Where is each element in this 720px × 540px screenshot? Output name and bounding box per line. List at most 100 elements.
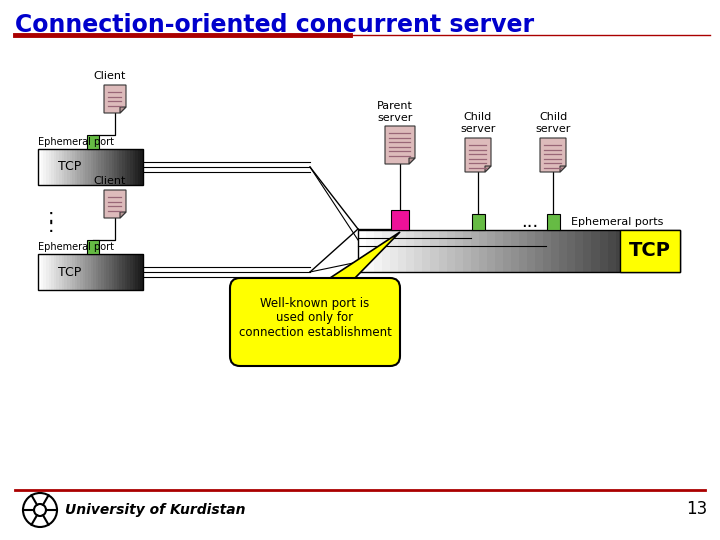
Bar [38, 149, 41, 185]
Bar [640, 230, 648, 272]
Bar [99, 254, 102, 290]
Bar [72, 254, 76, 290]
Bar [107, 254, 109, 290]
Text: Ephemeral port: Ephemeral port [38, 137, 114, 147]
Bar [130, 254, 133, 290]
Bar [567, 230, 576, 272]
Polygon shape [104, 190, 126, 218]
Bar [93, 149, 96, 185]
Text: TCP: TCP [629, 241, 671, 260]
Text: Client: Client [93, 176, 125, 186]
Bar [59, 254, 62, 290]
Bar [135, 254, 138, 290]
Bar [620, 230, 680, 272]
Bar [672, 230, 680, 272]
Bar [358, 230, 680, 272]
Bar [117, 254, 120, 290]
Bar [101, 149, 104, 185]
Bar [64, 254, 68, 290]
Bar [120, 254, 122, 290]
Bar [591, 230, 600, 272]
Polygon shape [409, 158, 415, 164]
Bar [99, 149, 102, 185]
Polygon shape [485, 166, 491, 172]
Bar [70, 149, 73, 185]
Bar [390, 230, 399, 272]
Bar [56, 254, 60, 290]
Bar [40, 254, 44, 290]
Bar [109, 254, 112, 290]
Bar [535, 230, 544, 272]
Bar [80, 149, 83, 185]
Bar [72, 149, 76, 185]
Text: Connection-oriented concurrent server: Connection-oriented concurrent server [15, 13, 534, 37]
Bar [54, 254, 57, 290]
Bar [112, 149, 114, 185]
Bar [59, 149, 62, 185]
Text: TCP: TCP [58, 160, 81, 173]
Text: TCP: TCP [58, 266, 81, 279]
Bar [40, 149, 44, 185]
Bar [85, 254, 89, 290]
Bar [398, 230, 407, 272]
Bar [43, 149, 46, 185]
Bar [51, 149, 54, 185]
Bar [43, 254, 46, 290]
Bar [132, 149, 135, 185]
Bar [559, 230, 568, 272]
Bar [575, 230, 584, 272]
Bar [87, 240, 99, 254]
Bar [104, 149, 107, 185]
Bar [51, 254, 54, 290]
Text: Ephemeral port: Ephemeral port [38, 242, 114, 252]
Bar [56, 149, 60, 185]
Text: 13: 13 [685, 500, 707, 518]
Bar [109, 149, 112, 185]
Bar [87, 135, 99, 149]
Bar [431, 230, 439, 272]
Bar [38, 254, 41, 290]
Bar [114, 254, 117, 290]
Bar [107, 149, 109, 185]
Bar [122, 254, 125, 290]
Bar [552, 230, 559, 272]
Bar [117, 149, 120, 185]
Bar [140, 254, 143, 290]
Bar [616, 230, 624, 272]
Bar [127, 254, 130, 290]
Bar [503, 230, 511, 272]
Bar [96, 254, 99, 290]
Text: Parent
server: Parent server [377, 102, 413, 123]
Bar [519, 230, 528, 272]
Bar [114, 149, 117, 185]
Bar [64, 149, 68, 185]
Bar [391, 210, 409, 230]
Bar [77, 254, 81, 290]
Bar [93, 254, 96, 290]
Bar [135, 149, 138, 185]
Bar [382, 230, 391, 272]
Bar [112, 254, 114, 290]
Bar [472, 214, 485, 230]
Bar [358, 230, 366, 272]
Bar [104, 254, 107, 290]
Bar [101, 254, 104, 290]
Bar [80, 254, 83, 290]
Bar [656, 230, 665, 272]
Bar [83, 254, 86, 290]
Bar [91, 149, 94, 185]
Bar [62, 149, 65, 185]
Bar [130, 149, 133, 185]
Text: University of Kurdistan: University of Kurdistan [65, 503, 246, 517]
Bar [62, 254, 65, 290]
Bar [631, 230, 640, 272]
Bar [46, 254, 49, 290]
Bar [38, 254, 143, 290]
Text: Child
server: Child server [535, 112, 571, 134]
Text: Client: Client [93, 71, 125, 81]
Bar [664, 230, 672, 272]
Bar [138, 254, 141, 290]
Text: :: : [48, 207, 55, 226]
Polygon shape [385, 126, 415, 164]
Bar [446, 230, 455, 272]
